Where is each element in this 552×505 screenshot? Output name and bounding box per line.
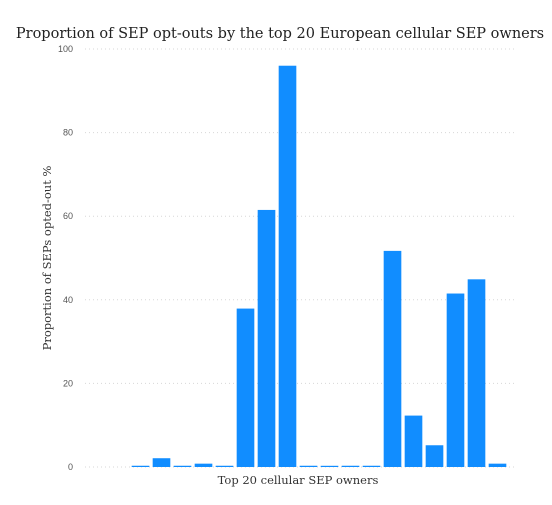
bar — [362, 465, 381, 467]
bar — [320, 465, 339, 467]
chart-title: Proportion of SEP opt-outs by the top 20… — [16, 26, 544, 42]
y-tick-label: 100 — [58, 44, 73, 54]
bar — [236, 308, 255, 467]
bar — [152, 458, 171, 467]
y-tick-label: 80 — [63, 128, 73, 138]
bar — [488, 463, 507, 467]
bar — [446, 293, 465, 467]
bar — [467, 279, 486, 467]
y-axis-label: Proportion of SEPs opted-out % — [40, 166, 54, 351]
bar — [425, 445, 444, 467]
bar — [278, 65, 297, 467]
bar — [131, 465, 150, 467]
bar — [383, 250, 402, 467]
bar — [404, 415, 423, 467]
bar — [215, 465, 234, 467]
y-axis-ticks: 0 20 40 60 80 100 — [58, 44, 73, 472]
y-tick-label: 60 — [63, 211, 73, 221]
y-tick-label: 0 — [68, 462, 73, 472]
bar — [299, 465, 318, 467]
x-axis-label: Top 20 cellular SEP owners — [218, 473, 379, 487]
y-tick-label: 40 — [63, 295, 73, 305]
bars — [131, 65, 507, 467]
bar — [257, 209, 276, 467]
bar — [194, 463, 213, 467]
bar — [341, 465, 360, 467]
bar — [173, 465, 192, 467]
y-tick-label: 20 — [63, 378, 73, 388]
